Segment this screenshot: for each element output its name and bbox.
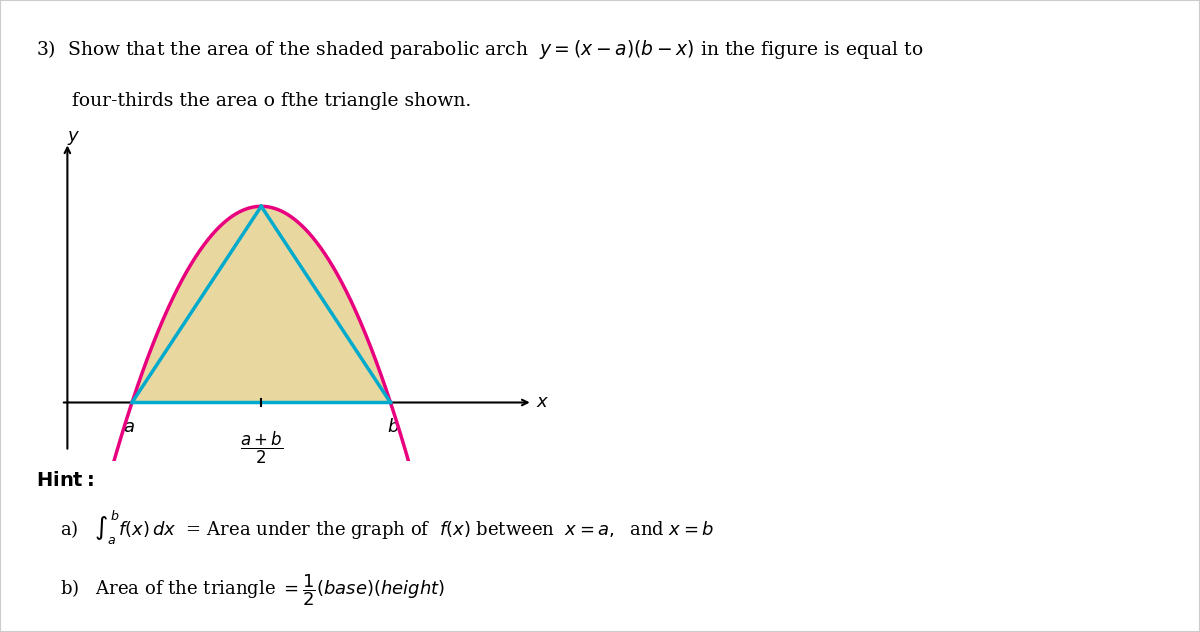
Text: $x$: $x$ xyxy=(535,394,548,411)
Text: $a$: $a$ xyxy=(122,418,134,436)
Text: $b$: $b$ xyxy=(388,418,400,436)
Text: 3)  Show that the area of the shaded parabolic arch  $y=(x-a)(b-x)$ in the figur: 3) Show that the area of the shaded para… xyxy=(36,38,924,61)
Text: $\bf{Hint:}$: $\bf{Hint:}$ xyxy=(36,471,94,490)
Text: a)   $\int_{a}^{b} f(x)\,dx$  = Area under the graph of  $f(x)$ between  $x=a,$ : a) $\int_{a}^{b} f(x)\,dx$ = Area under … xyxy=(60,509,714,547)
Text: four-thirds the area o fthe triangle shown.: four-thirds the area o fthe triangle sho… xyxy=(72,92,472,109)
Text: b)   Area of the triangle $= \dfrac{1}{2}(base)(height)$: b) Area of the triangle $= \dfrac{1}{2}(… xyxy=(60,572,445,607)
Text: $y$: $y$ xyxy=(67,129,80,147)
Polygon shape xyxy=(132,206,390,403)
Text: $\dfrac{a+b}{2}$: $\dfrac{a+b}{2}$ xyxy=(240,430,283,466)
